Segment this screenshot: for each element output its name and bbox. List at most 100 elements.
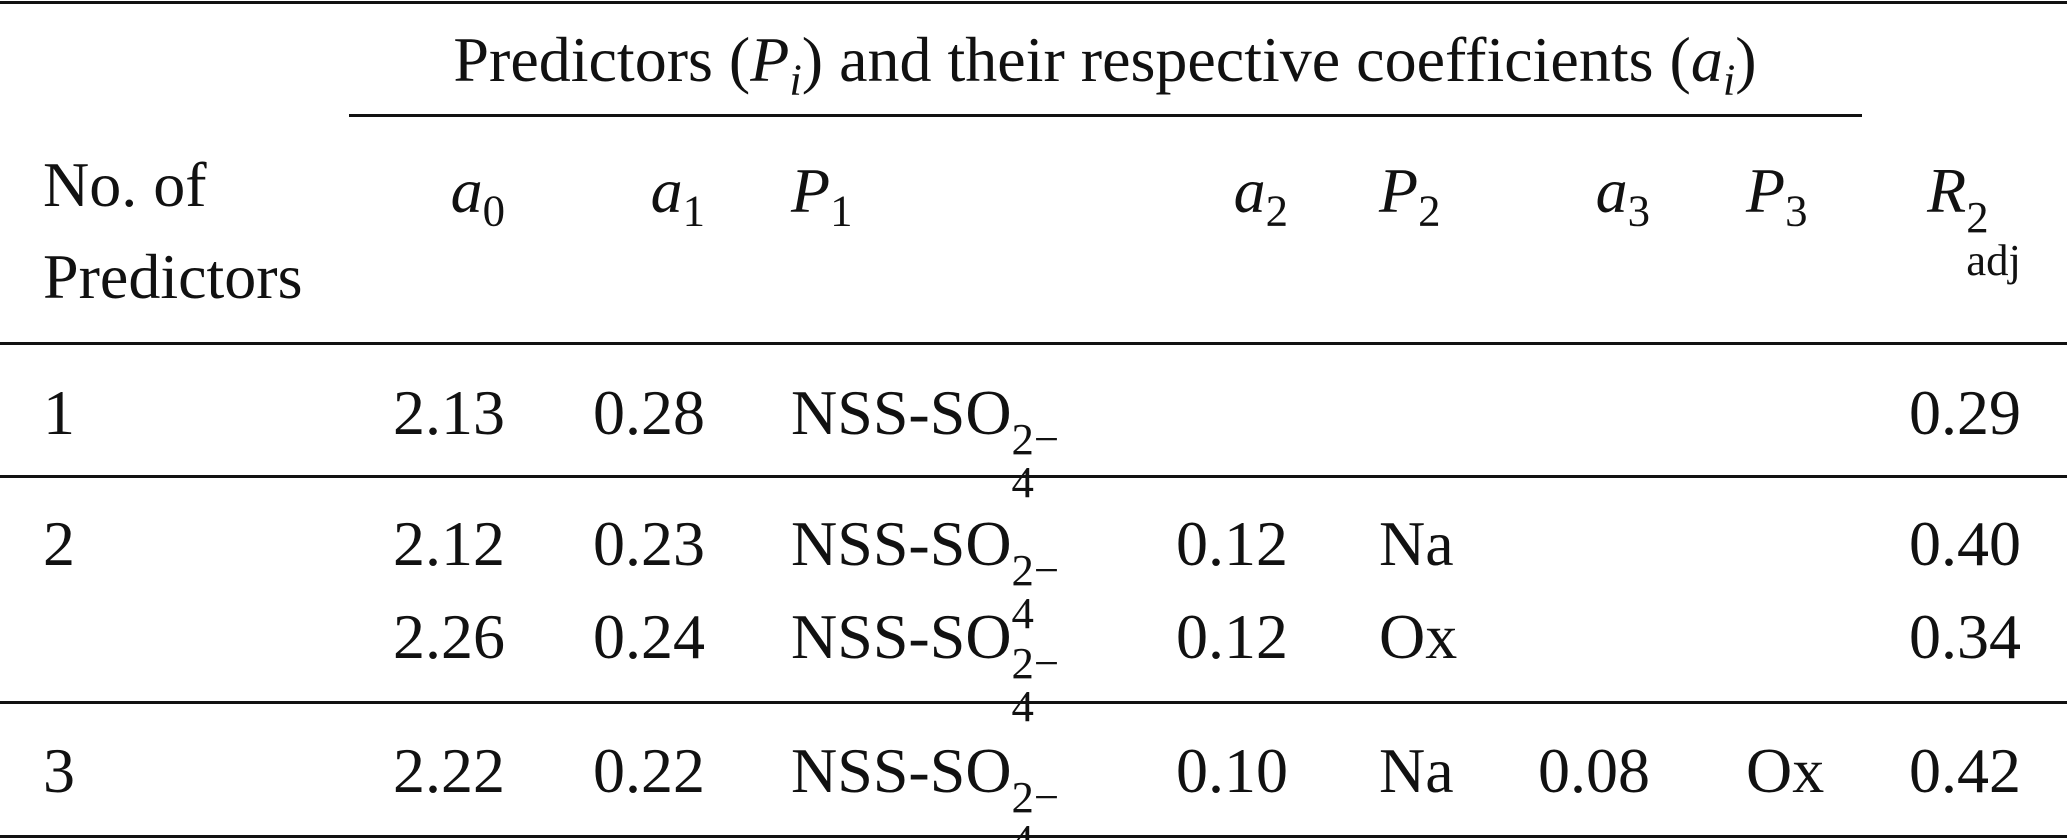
text: 0.34 [1909,601,2021,672]
subscript: 2 [1418,185,1441,236]
text: ) [1735,24,1757,95]
script-stack: 2− 4 [1011,638,1060,731]
superscript: 2− [1011,638,1060,689]
subscript: 1 [682,185,705,236]
subscript: 1 [830,185,853,236]
symbol: NSS-SO [791,735,1012,806]
cell-value: 0.28 [593,373,705,453]
text: 0.22 [593,735,705,806]
row-rule [0,475,2067,478]
subscript: 4 [1011,456,1034,507]
subscript: 3 [1627,185,1650,236]
column-header: P1 [791,151,853,250]
symbol: a [650,155,683,226]
subscript: 4 [1011,680,1034,731]
column-header: R 2 adj [1927,151,2021,285]
header-rule [0,342,2067,345]
symbol: a [450,155,483,226]
cell-value: 0.22 [593,731,705,811]
text: Predictors ( [453,24,751,95]
cell-value: 0.24 [593,597,705,677]
script-stack: 2− 4 [1011,545,1060,638]
cell-value: NSS-SO 2− 4 [791,731,1059,840]
text: Ox [1379,601,1458,672]
text: 0.23 [593,508,705,579]
text: 0.08 [1538,735,1650,806]
cell-value: 0.34 [1909,597,2021,677]
superscript: 2 [1966,192,1989,243]
text: 0.12 [1176,508,1288,579]
subscript: 4 [1011,587,1034,638]
cell-value: Ox [1379,597,1457,677]
subscript: adj [1966,234,2021,285]
row-rule [0,701,2067,704]
subscript: 0 [482,185,505,236]
cell-value: Na [1379,504,1454,584]
text: 0.29 [1909,377,2021,448]
subscript: i [1722,54,1736,105]
column-header: a1 [651,151,705,250]
superscript: 2− [1011,414,1060,465]
symbol: P [791,155,831,226]
cell-value: 0.42 [1909,731,2021,811]
text: Na [1379,735,1454,806]
superscript: 2− [1011,545,1060,596]
bottom-rule [0,835,2067,838]
text: Ox [1746,735,1825,806]
group-label: 3 [43,735,75,806]
cell-value: NSS-SO 2− 4 [791,373,1060,507]
text: 0.24 [593,601,705,672]
cell-value: Ox [1746,731,1824,811]
text: 0.42 [1909,735,2021,806]
column-header: a3 [1596,151,1650,250]
column-header: Predictors [43,241,303,312]
superscript: 2− [1011,772,1060,823]
column-header: P3 [1746,151,1808,250]
text: 2.13 [393,377,505,448]
text: 0.10 [1176,735,1288,806]
text: ) and their respective coefficients ( [801,24,1691,95]
cell-value: 0.29 [1909,373,2021,453]
cell-value: NSS-SO 2− 4 [791,504,1060,638]
text: 0.28 [593,377,705,448]
text: 2.26 [393,601,505,672]
text: 0.40 [1909,508,2021,579]
subscript: i [789,54,802,105]
cell-value: 0.12 [1176,504,1288,584]
symbol: NSS-SO [791,601,1012,672]
cell-value: 2.13 [393,373,505,453]
symbol: P [1746,155,1786,226]
text: 2.22 [393,735,505,806]
cell-value: 2.22 [393,731,505,811]
subscript: 2 [1265,185,1288,236]
symbol: P [1379,155,1419,226]
symbol: NSS-SO [791,377,1012,448]
subscript: 4 [1011,814,1034,840]
cell-value: 0.10 [1176,731,1288,811]
cell-value: Na [1379,731,1454,811]
text: Na [1379,508,1454,579]
script-stack: 2 adj [1966,192,2021,285]
symbol: a [1595,155,1628,226]
group-rule [349,114,1862,117]
column-header: P2 [1379,151,1441,250]
top-rule [0,1,2067,4]
symbol: NSS-SO [791,508,1012,579]
subscript: 3 [1785,185,1808,236]
cell-value: 0.40 [1909,504,2021,584]
cell-value: 2.26 [393,597,505,677]
cell-value: 0.08 [1538,731,1650,811]
symbol: a [1233,155,1266,226]
column-header: No. of [43,149,207,220]
column-header: a0 [451,151,505,250]
script-stack: 2− 4 [1011,414,1060,507]
symbol: R [1927,155,1967,226]
group-label: 2 [43,508,75,579]
script-stack: 2− 4 [1011,772,1060,840]
text: 0.12 [1176,601,1288,672]
column-header: a2 [1234,151,1288,250]
group-header: Predictors (Pi) and their respective coe… [453,20,1756,119]
symbol: a [1690,24,1723,95]
group-label: 1 [43,377,75,448]
